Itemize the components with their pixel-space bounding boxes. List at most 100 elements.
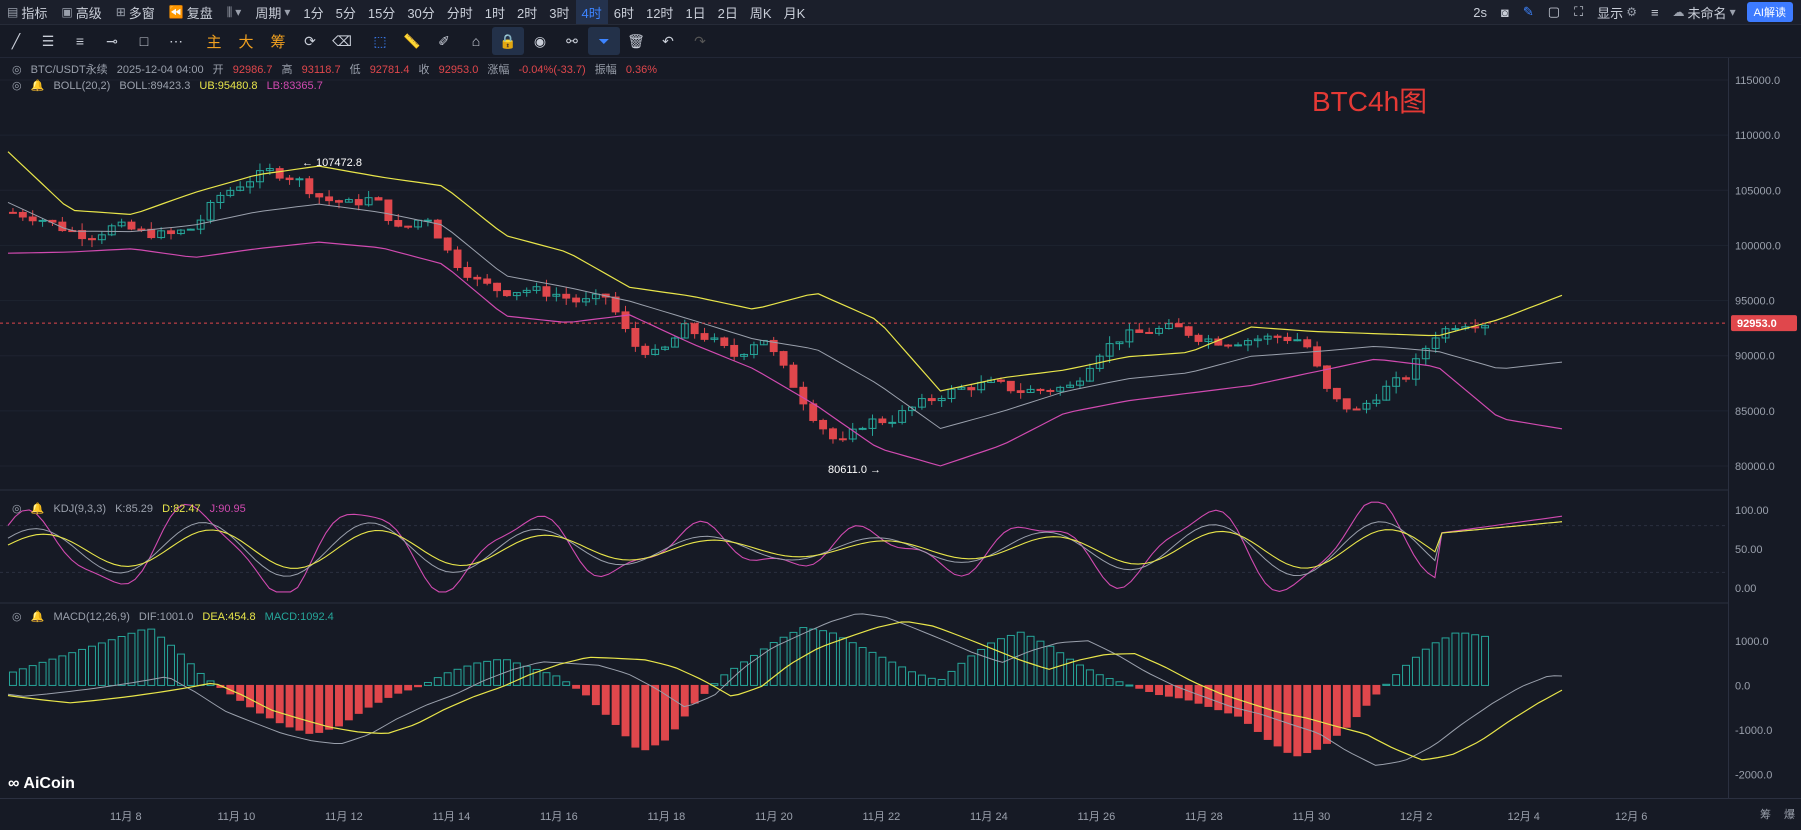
chip-button[interactable]: 筹 [262,27,294,55]
amplitude-value: 0.36% [625,64,658,76]
candle-body [374,197,383,201]
macd-bar [1046,645,1055,686]
redo-button[interactable]: ↷ [684,27,716,55]
bell-icon[interactable]: 🔔 [30,80,45,92]
visibility-icon[interactable]: ◎ [12,80,22,92]
macd-dea-value: DEA:454.8 [202,611,256,623]
magnet-button[interactable]: ⌂ [460,27,492,55]
period-option[interactable]: 15分 [367,5,396,21]
macd-bar [1115,681,1124,686]
hide-button[interactable]: ◉ [524,27,556,55]
chart-type-menu[interactable]: ⫼ ▾ [220,0,249,24]
brush-icon: ✐ [438,32,450,49]
settings-icon: ⚙ [1626,5,1637,19]
filter-button[interactable]: ⏷ [588,27,620,55]
kdj-name: KDJ(9,3,3) [53,503,107,515]
sync-icon: ⟳ [304,32,316,49]
annotation-title[interactable]: BTC4h图 [1312,86,1428,117]
more-button[interactable]: ≡ [1644,0,1666,24]
boll-lower-value: LB:83365.7 [266,80,323,92]
macd-bar [443,672,452,686]
candle-body [908,406,916,412]
replay-menu[interactable]: ⏪ 复盘 [162,0,220,24]
macd-bar [325,684,334,730]
lock-button[interactable]: 🔒 [492,27,524,55]
undo-button[interactable]: ↶ [652,27,684,55]
select-tool-button[interactable]: ⬚ [364,27,396,55]
brush-button[interactable]: ✐ [428,27,460,55]
low-marker: 80611.0 → [828,464,881,476]
period-option[interactable]: 3时 [549,5,570,21]
chart-canvas[interactable]: ← 107472.8 80611.0 → [0,58,1728,798]
link-button[interactable]: ⚯ [556,27,588,55]
period-option[interactable]: 2时 [517,5,538,21]
main-chart-button[interactable]: 主 [198,27,230,55]
ai-interpret-button[interactable]: AI解读 [1746,2,1793,22]
fullscreen-button[interactable]: ⛶ [1567,0,1590,24]
indicator-menu[interactable]: ▤ 指标 [0,0,54,24]
price-axis[interactable]: 115000.0 110000.0 105000.0 100000.0 95000.0 9… [1728,58,1801,798]
period-option[interactable]: 1日 [685,5,706,21]
period-option[interactable]: 1时 [484,5,506,21]
high-value: 93118.7 [301,64,341,76]
delete-button[interactable]: 🗑 [620,27,652,55]
current-price-label: 92953.0 [1737,318,1777,330]
candle-body [730,344,739,357]
visibility-icon[interactable]: ◎ [12,503,22,515]
period-option[interactable]: 2日 [717,5,738,21]
display-menu[interactable]: 显示 ⚙ [1590,0,1644,24]
price-tick-label: 90000.0 [1735,351,1775,363]
liquidation-toggle[interactable]: 爆 [1784,809,1795,821]
period-option[interactable]: 分时 [446,5,473,21]
candle-body [1421,347,1430,360]
note-button[interactable]: ▢ [1541,0,1567,24]
multiwindow-menu[interactable]: ⊞ 多窗 [109,0,162,24]
period-option[interactable]: 4时 [575,0,608,24]
refresh-interval[interactable]: 2s [1466,0,1494,24]
hline-tool-button[interactable]: ⊸ [96,27,128,55]
boll-name: BOLL(20,2) [53,80,111,92]
candle-body [1184,326,1193,336]
advanced-menu[interactable]: ▣ 高级 [54,0,108,24]
kdj-k-line [7,521,1563,577]
edit-button[interactable]: ✎ [1516,0,1541,24]
sync-button[interactable]: ⟳ [294,27,326,55]
layout-menu[interactable]: ☁ 未命名 ▾ [1666,0,1743,24]
period-option[interactable]: 30分 [407,5,435,21]
date-tick-label: 11月 18 [647,811,686,823]
period-option[interactable]: 周K [749,5,772,21]
period-option[interactable]: 12时 [645,5,674,21]
corner-buttons: 筹 爆 [1760,806,1795,822]
ruler-button[interactable]: 📏 [396,27,428,55]
period-option[interactable]: 6时 [613,5,634,21]
visibility-icon[interactable]: ◎ [12,611,22,623]
camera-button[interactable]: ◙ [1494,0,1516,24]
macd-bar [1362,684,1371,706]
fib-tool-button[interactable]: ≡ [64,27,96,55]
visibility-icon[interactable]: ◎ [12,64,22,76]
period-option[interactable]: 5分 [335,5,356,21]
period-option[interactable]: 月K [783,5,806,21]
time-axis[interactable]: 11月 8 11月 10 11月 12 11月 14 11月 16 11月 18 11月 2… [0,798,1801,830]
rect-tool-button[interactable]: □ [128,27,160,55]
bell-icon[interactable]: 🔔 [30,611,45,623]
candle-body [1006,380,1015,392]
candle-body [996,379,1005,382]
period-option[interactable]: 1分 [303,5,324,21]
line-tool-button[interactable]: ╱ [0,27,32,55]
low-label: 低 [349,64,361,76]
candle-body [690,323,699,335]
big-order-button[interactable]: 大 [230,27,262,55]
chip-toggle[interactable]: 筹 [1759,809,1771,821]
eraser-button[interactable]: ⌫ [326,27,358,55]
period-menu[interactable]: 周期 ▾ [248,0,297,24]
parallel-tool-button[interactable]: ☰ [32,27,64,55]
bell-icon[interactable]: 🔔 [30,503,45,515]
candle-body [1026,388,1035,393]
trash-icon: 🗑 [627,32,645,49]
macd-bar [1224,684,1233,714]
macd-bar [1184,684,1193,701]
macd-bar [246,684,255,708]
chart-area[interactable]: ← 107472.8 80611.0 → [0,58,1728,798]
more-tools-button[interactable]: ⋯ [160,27,192,55]
